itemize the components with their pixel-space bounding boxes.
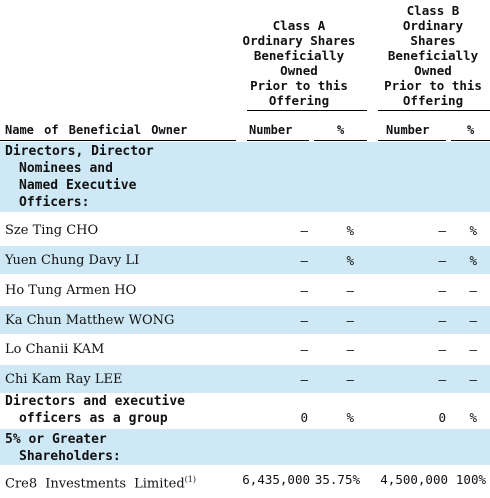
owner-name: Ho Tung Armen HO xyxy=(5,283,137,298)
class-a-header-line: Prior to this xyxy=(250,78,348,93)
class-b-percent: — xyxy=(469,372,477,387)
class-a-number: — xyxy=(300,283,308,298)
owner-name: Yuen Chung Davy LI xyxy=(5,253,140,268)
row-band xyxy=(0,246,490,274)
group-class-b-percent: % xyxy=(469,410,477,425)
name-column-header: Name of Beneficial Owner xyxy=(5,123,188,137)
class-b-number-header: Number xyxy=(386,123,430,137)
class-a-percent: — xyxy=(346,283,354,298)
class-a-header-line: Owned xyxy=(280,63,318,78)
class-b-number: — xyxy=(438,283,446,298)
class-a-number: — xyxy=(300,313,308,328)
group-class-a-number: 0 xyxy=(300,410,308,425)
class-b-header-line: Beneficially xyxy=(387,48,479,63)
footnote-marker: (1) xyxy=(184,475,196,484)
colhead-rule-b-percent xyxy=(451,140,490,141)
colhead-rule-a-number xyxy=(247,140,309,141)
section-line: Directors and executive xyxy=(5,394,186,409)
section-line: Shareholders: xyxy=(19,449,121,464)
class-a-header-line: Class A xyxy=(272,18,326,33)
class-a-percent: % xyxy=(346,253,354,268)
section-line: 5% or Greater xyxy=(5,432,107,447)
group-class-b-number: 0 xyxy=(438,410,446,425)
class-a-header-rule xyxy=(247,110,367,111)
class-a-header-line: Offering xyxy=(268,93,330,108)
class-b-percent-header: % xyxy=(467,123,475,137)
class-b-number: — xyxy=(438,372,446,387)
class-a-number: — xyxy=(300,223,308,238)
five-percent-section-band xyxy=(0,429,490,465)
section-line: Officers: xyxy=(19,195,90,210)
class-b-header: Class B Ordinary Shares Beneficially Own… xyxy=(376,3,490,108)
owner-name: Sze Ting CHO xyxy=(5,223,99,238)
class-a-header-line: Beneficially xyxy=(253,48,345,63)
class-b-number: — xyxy=(438,253,446,268)
class-a-number: — xyxy=(300,372,308,387)
group-heading: Directors and executive officers as a gr… xyxy=(5,393,185,427)
owner-name: Ka Chun Matthew WONG xyxy=(5,313,175,328)
owner-name: Lo Chanii KAM xyxy=(5,342,105,357)
class-b-percent: — xyxy=(469,313,477,328)
class-a-header-line: Ordinary Shares xyxy=(242,33,356,48)
class-a-number-header: Number xyxy=(249,123,293,137)
class-a-number: — xyxy=(300,342,308,357)
class-a-percent: — xyxy=(346,313,354,328)
owner-name-text: Cre8 Investments Limited xyxy=(5,476,185,492)
class-b-number: — xyxy=(438,342,446,357)
directors-section-heading: Directors, Director Nominees and Named E… xyxy=(5,143,154,211)
cre8-class-b-percent: 100% xyxy=(455,472,486,487)
class-b-header-line: Offering xyxy=(402,93,464,108)
class-b-number: — xyxy=(438,313,446,328)
row-band xyxy=(0,306,490,334)
class-b-header-line: Prior to this xyxy=(384,78,482,93)
owner-name: Chi Kam Ray LEE xyxy=(5,372,123,387)
class-a-percent: % xyxy=(346,223,354,238)
class-a-percent-header: % xyxy=(337,123,345,137)
class-b-number: — xyxy=(438,223,446,238)
five-percent-heading: 5% or Greater Shareholders: xyxy=(5,431,121,465)
colhead-rule-b-number xyxy=(378,140,446,141)
class-a-header: Class A Ordinary Shares Beneficially Own… xyxy=(240,18,358,108)
class-a-percent: — xyxy=(346,372,354,387)
section-line: Named Executive xyxy=(19,178,137,193)
class-a-number: — xyxy=(300,253,308,268)
class-b-header-line: Owned xyxy=(414,63,452,78)
owner-name-cre8: Cre8 Investments Limited(1) xyxy=(5,472,196,492)
section-line: Nominees and xyxy=(19,161,113,176)
group-class-a-percent: % xyxy=(346,410,354,425)
cre8-class-b-number: 4,500,000 xyxy=(380,472,448,487)
cre8-class-a-percent: 35.75% xyxy=(314,472,360,487)
section-line: Directors, Director xyxy=(5,144,154,159)
class-b-header-line: Ordinary xyxy=(402,18,464,33)
class-a-percent: — xyxy=(346,342,354,357)
class-b-percent: % xyxy=(469,253,477,268)
cre8-class-a-number: 6,435,000 xyxy=(242,472,310,487)
class-b-header-line: Class B xyxy=(406,3,460,18)
class-b-percent: — xyxy=(469,283,477,298)
class-b-percent: % xyxy=(469,223,477,238)
row-band xyxy=(0,365,490,393)
class-b-header-line: Shares xyxy=(410,33,456,48)
class-b-header-rule xyxy=(378,110,490,111)
colhead-rule-a-percent xyxy=(314,140,367,141)
class-b-percent: — xyxy=(469,342,477,357)
section-line: officers as a group xyxy=(19,411,168,426)
directors-section-band xyxy=(0,142,490,212)
colhead-rule-name xyxy=(0,140,236,141)
